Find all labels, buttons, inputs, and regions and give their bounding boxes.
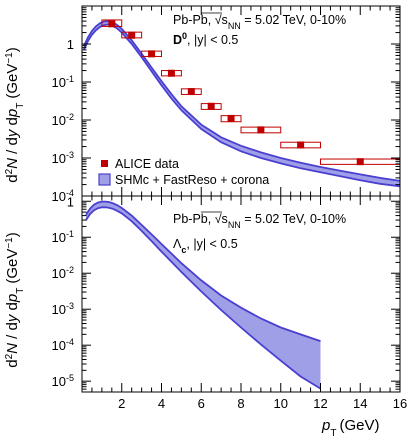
x-tick-label: 16	[393, 396, 407, 411]
data-marker	[257, 126, 265, 134]
panel-lambdac: 2 4 6 8 10 12 14 16 10-5 10-4 10-3 10-2 10-1 1 d2N / …	[4, 194, 407, 411]
x-axis-label: pT (GeV)	[321, 417, 379, 439]
y-tick-label: 10-1	[52, 74, 74, 90]
data-marker	[128, 31, 136, 39]
data-marker	[167, 69, 175, 77]
annotation-particle: D0, |y| < 0.5	[173, 31, 238, 47]
data-point	[141, 50, 162, 58]
y-tick-label: 10-4	[52, 188, 74, 204]
y-tick-label: 10-5	[52, 373, 74, 389]
y-tick-label: 10-3	[52, 150, 74, 166]
model-band	[85, 200, 321, 390]
data-point	[320, 158, 401, 166]
legend-label-model: SHMc + FastReso + corona	[115, 173, 269, 187]
data-marker	[356, 158, 364, 166]
y-tick-label: 1	[67, 194, 74, 209]
data-point	[220, 114, 242, 123]
x-tick-label: 6	[198, 396, 205, 411]
data-point	[200, 102, 222, 110]
data-marker	[297, 141, 305, 149]
data-point	[121, 31, 143, 39]
data-point	[280, 141, 321, 149]
legend-label-data: ALICE data	[115, 157, 179, 171]
top-axes: 10-4 10-3 10-2 10-1 1	[52, 5, 401, 204]
annotation-system: Pb-Pb, √sNN = 5.02 TeV, 0-10%	[173, 212, 346, 230]
legend-marker-icon	[101, 160, 108, 167]
y-axis-label: d2N / dy dpT(GeV−1)	[4, 47, 26, 183]
y-tick-label: 10-4	[52, 337, 74, 353]
annotation-particle: Λc, |y| < 0.5	[173, 237, 238, 255]
y-tick-label: 10-3	[52, 301, 74, 317]
model-band-upper	[83, 20, 401, 182]
data-point	[180, 88, 202, 96]
model-band-lower	[85, 206, 321, 390]
model-band-lower	[83, 23, 401, 188]
y-tick-label: 1	[67, 37, 74, 52]
data-point	[101, 19, 123, 28]
bottom-axes: 2 4 6 8 10 12 14 16 10-5 10-4 10-3 10-2 10-1 1	[52, 194, 407, 411]
alice-data-points	[101, 19, 401, 166]
x-tick-label: 12	[313, 396, 327, 411]
y-tick-label: 10-1	[52, 229, 74, 245]
y-tick-label: 10-2	[52, 265, 74, 281]
data-point	[161, 69, 182, 77]
x-tick-label: 8	[237, 396, 244, 411]
data-marker	[108, 20, 116, 28]
data-marker	[148, 50, 156, 58]
x-tick-label: 10	[274, 396, 288, 411]
annotation-system: Pb-Pb, √sNN = 5.02 TeV, 0-10%	[173, 13, 346, 31]
x-tick-label: 14	[353, 396, 367, 411]
x-tick-label: 4	[158, 396, 165, 411]
legend: ALICE data SHMc + FastReso + corona	[98, 157, 269, 187]
model-band	[83, 20, 401, 188]
data-point	[240, 126, 282, 134]
model-band-upper	[85, 200, 321, 342]
panel-d0: 10-4 10-3 10-2 10-1 1 d2N / dy dpT(GeV−1) Pb…	[4, 5, 401, 204]
model-band-fill	[86, 201, 321, 389]
data-marker	[207, 102, 215, 110]
data-marker	[227, 114, 235, 122]
y-axis-label: d2N / dy dpT(GeV−1)	[4, 232, 26, 368]
y-tick-label: 10-2	[52, 112, 74, 128]
x-tick-label: 2	[118, 396, 125, 411]
legend-band-icon	[98, 173, 111, 186]
data-marker	[187, 88, 195, 96]
